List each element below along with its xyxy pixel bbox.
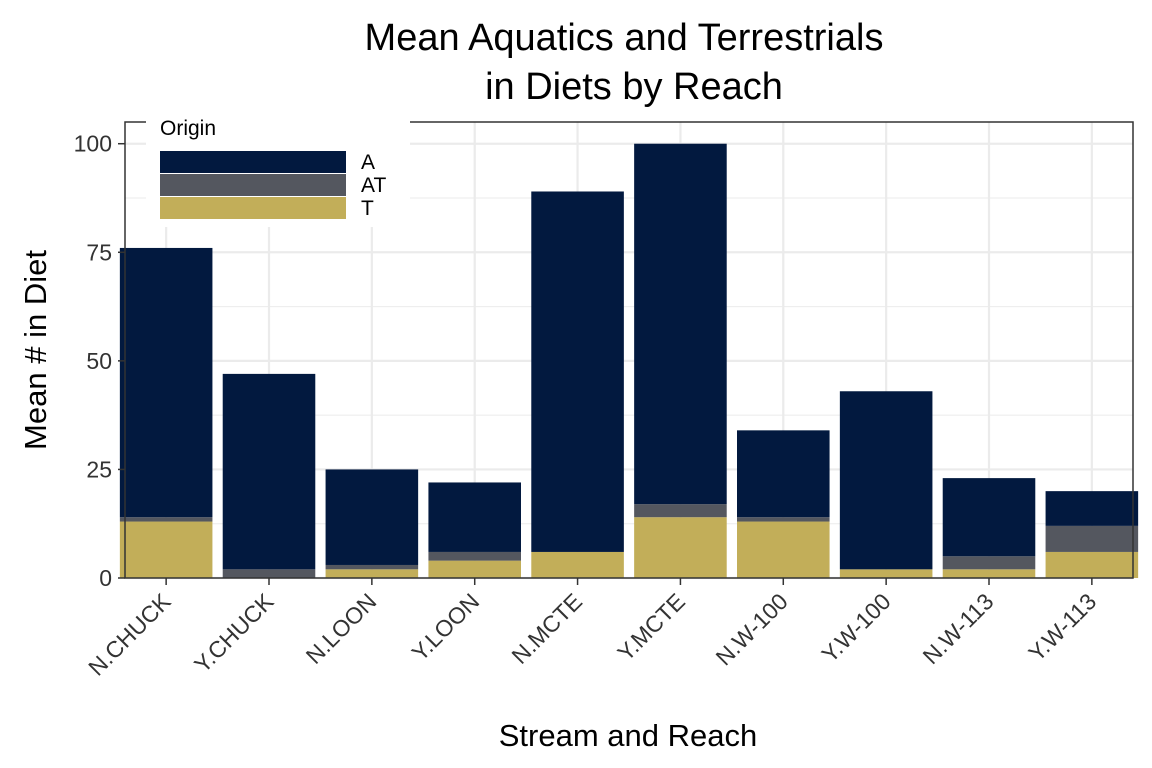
y-tick-label: 0 <box>99 565 112 591</box>
x-tick-label: N.CHUCK <box>83 588 176 681</box>
bar-segment-t <box>839 569 933 578</box>
bar-segment-t <box>737 521 830 578</box>
bar-stack-n-chuck <box>119 247 213 578</box>
legend-title: Origin <box>160 117 216 140</box>
legend-label-t: T <box>361 197 374 220</box>
bar-segment-a <box>839 391 933 570</box>
bar-stack-n-mcte <box>531 191 624 578</box>
bar-stack-y-loon <box>428 482 521 578</box>
bar-segment-at <box>325 564 419 570</box>
y-tick-label: 100 <box>74 131 112 157</box>
legend-label-at: AT <box>361 174 386 197</box>
bar-segment-at <box>634 504 727 518</box>
legend-key-at <box>160 174 346 196</box>
x-tick-label: Y.W-113 <box>1023 588 1101 666</box>
bar-segment-a <box>325 469 419 565</box>
x-axis-title: Stream and Reach <box>499 718 757 753</box>
bar-stack-y-chuck <box>222 373 316 578</box>
bar-segment-at <box>942 556 1036 570</box>
bar-stack-y-w-113 <box>1045 491 1139 578</box>
x-tick-label: Y.LOON <box>407 588 485 666</box>
bar-segment-t <box>325 569 419 578</box>
bar-segment-t <box>531 551 624 578</box>
x-tick-label: N.LOON <box>301 588 382 669</box>
bar-stack-n-loon <box>325 469 419 578</box>
legend-label-a: A <box>361 151 375 174</box>
y-axis: 0 25 50 75 100 <box>74 131 125 591</box>
bar-segment-a <box>1045 491 1139 526</box>
bar-segment-t <box>428 560 521 578</box>
x-tick-label: N.MCTE <box>506 588 587 669</box>
x-tick-label: Y.CHUCK <box>189 588 279 678</box>
bar-segment-t <box>634 517 727 578</box>
bar-segment-a <box>942 478 1036 557</box>
bar-segment-a <box>737 430 830 518</box>
bar-segment-at <box>737 517 830 522</box>
bar-segment-at <box>222 569 316 578</box>
plot-panel-border <box>124 121 1134 579</box>
bar-stacks <box>119 143 1139 578</box>
x-axis: N.CHUCK Y.CHUCK N.LOON Y.LOON N.MCTE Y.MCTE N.… <box>83 578 1101 681</box>
x-tick-label: N.W-113 <box>917 588 998 669</box>
bar-segment-t <box>1045 551 1139 578</box>
bar-segment-at <box>428 551 521 561</box>
bar-stack-n-w-100 <box>737 430 830 578</box>
x-tick-label: N.W-100 <box>711 588 793 670</box>
bar-segment-at <box>1045 525 1139 552</box>
x-tick-label: Y.W-100 <box>816 588 895 667</box>
bar-segment-a <box>531 191 624 552</box>
bar-segment-a <box>222 373 316 570</box>
legend-key-a <box>160 151 346 173</box>
bar-stack-y-w-100 <box>839 391 933 578</box>
bar-segment-t <box>119 521 213 578</box>
bar-stack-n-w-113 <box>942 478 1036 578</box>
chart-title-line-1: Mean Aquatics and Terrestrials <box>365 17 884 59</box>
bar-segment-at <box>119 517 213 522</box>
y-axis-title: Mean # in Diet <box>18 250 53 450</box>
y-tick-label: 50 <box>86 348 112 374</box>
y-tick-label: 75 <box>86 239 112 265</box>
y-tick-label: 25 <box>86 456 112 482</box>
chart-title-line-2: in Diets by Reach <box>485 66 783 108</box>
bar-segment-a <box>428 482 521 552</box>
legend-key-t <box>160 197 346 219</box>
x-tick-label: Y.MCTE <box>612 588 690 666</box>
bar-segment-t <box>942 569 1036 578</box>
bar-stack-y-mcte <box>634 143 727 578</box>
bar-segment-a <box>634 143 727 505</box>
bar-segment-a <box>119 247 213 518</box>
